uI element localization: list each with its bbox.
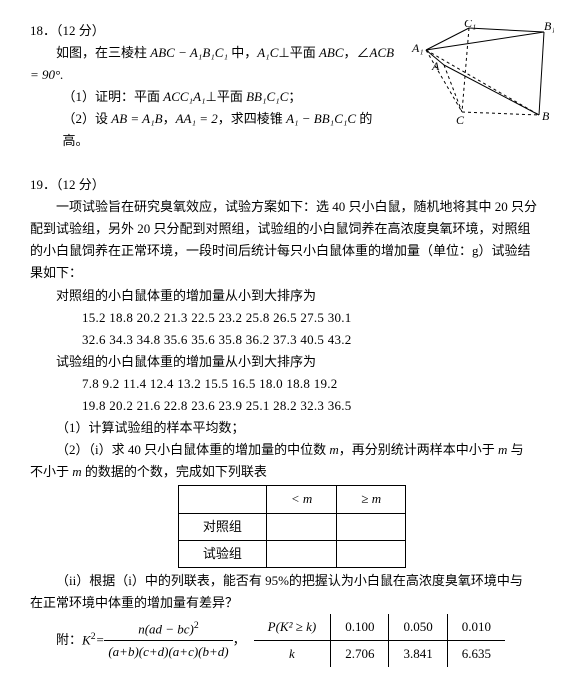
t: （2）（i）求 40 只小白鼠体重的增加量的中位数 bbox=[56, 442, 329, 457]
t: K bbox=[82, 633, 91, 648]
t: 如图，在三棱柱 bbox=[56, 45, 150, 60]
p19-q2ii-b: 在正常环境中体重的增加量有差异？ bbox=[30, 592, 554, 614]
problem-19: 19．（12 分） 一项试验旨在研究臭氧效应，试验方案如下：选 40 只小白鼠，… bbox=[30, 174, 554, 667]
exp-r1: 7.8 9.2 11.4 12.4 13.2 15.5 16.5 18.0 18… bbox=[30, 373, 554, 395]
p19-q2i-b: 不小于 m 的数据的个数，完成如下列联表 bbox=[30, 461, 554, 483]
problem-18: C₁ B₁ A₁ A C B 18．（12 分） 如图，在三棱柱 ABC − A… bbox=[30, 20, 554, 162]
kt-kl: k bbox=[254, 640, 331, 667]
label-a: A bbox=[431, 59, 440, 73]
ctrl-r1: 15.2 18.8 20.2 21.3 22.5 23.2 25.8 26.5 … bbox=[30, 307, 554, 329]
exp-r2: 19.8 20.2 21.6 22.8 23.6 23.9 25.1 28.2 … bbox=[30, 395, 554, 417]
t: ABC bbox=[319, 45, 344, 60]
ct-h2: ≥ m bbox=[337, 486, 406, 513]
t: ， bbox=[163, 111, 176, 126]
attach-row: 附： K2 = n(ad − bc)2 (a+b)(c+d)(a+c)(b+d)… bbox=[30, 614, 554, 667]
t: ，∠ bbox=[344, 45, 370, 60]
p19-number: 19．（12 分） bbox=[30, 174, 554, 196]
p19-q1: （1）计算试验组的样本平均数； bbox=[30, 417, 554, 439]
p19-q2i: （2）（i）求 40 只小白鼠体重的增加量的中位数 m，再分别统计两样本中小于 … bbox=[30, 439, 554, 461]
k2-fraction: n(ad − bc)2 (a+b)(c+d)(a+c)(b+d) bbox=[104, 618, 232, 664]
t: ， bbox=[233, 629, 246, 651]
t: ABC − A₁B₁C₁ bbox=[150, 45, 228, 60]
label-c1: C₁ bbox=[464, 20, 476, 30]
kt-p1: 0.050 bbox=[389, 614, 447, 641]
kt-h: P(K² ≥ k) bbox=[254, 614, 331, 641]
t: ，再分别统计两样本中小于 bbox=[339, 442, 498, 457]
kt-k1: 3.841 bbox=[389, 640, 447, 667]
t: m bbox=[72, 464, 81, 479]
ct-r1: 对照组 bbox=[178, 513, 266, 540]
p19-l3: 的小白鼠饲养在正常环境，一段时间后统计每只小白鼠体重的增加量（单位：g）试验结 bbox=[30, 240, 554, 262]
k-table: P(K² ≥ k) 0.100 0.050 0.010 k 2.706 3.84… bbox=[254, 614, 505, 667]
t: A₁ − BB₁C₁C bbox=[286, 111, 356, 126]
t: 与 bbox=[507, 442, 523, 457]
t: ACB bbox=[370, 45, 395, 60]
t: （1）证明：平面 bbox=[63, 89, 164, 104]
attach: 附： bbox=[30, 629, 82, 651]
p19-q2ii-a: （ii）根据（i）中的列联表，能否有 95%的把握认为小白鼠在高浓度臭氧环境中与 bbox=[30, 570, 554, 592]
t: A₁C bbox=[257, 45, 278, 60]
t: AA₁ = 2 bbox=[176, 111, 218, 126]
kt-p2: 0.010 bbox=[447, 614, 505, 641]
ctrl-r2: 32.6 34.3 34.8 35.6 35.6 35.8 36.2 37.3 … bbox=[30, 329, 554, 351]
K2: K2 bbox=[82, 629, 96, 651]
t: m bbox=[498, 442, 507, 457]
t: (a+b)(c+d)(a+c)(b+d) bbox=[104, 641, 232, 663]
p19-l1: 一项试验旨在研究臭氧效应，试验方案如下：选 40 只小白鼠，随机地将其中 20 … bbox=[30, 196, 554, 218]
contingency-table: < m≥ m 对照组 试验组 bbox=[178, 485, 406, 567]
t: m bbox=[329, 442, 338, 457]
t: BB₁C₁C bbox=[246, 89, 288, 104]
t: 不小于 bbox=[30, 464, 72, 479]
label-b1: B₁ bbox=[544, 20, 554, 33]
t: 的数据的个数，完成如下列联表 bbox=[82, 464, 267, 479]
kt-p0: 0.100 bbox=[331, 614, 389, 641]
p19-l4: 果如下： bbox=[30, 262, 554, 284]
t: ACC₁A₁ bbox=[163, 89, 205, 104]
p19-l2: 配到试验组，另外 20 只分配到对照组，试验组的小白鼠饲养在高浓度臭氧环境，对照… bbox=[30, 218, 554, 240]
t: ⊥平面 bbox=[278, 45, 319, 60]
t: AB = A₁B bbox=[111, 111, 162, 126]
kt-k2: 6.635 bbox=[447, 640, 505, 667]
t: 中， bbox=[228, 45, 257, 60]
label-b: B bbox=[542, 109, 550, 123]
t: （2）设 bbox=[63, 111, 112, 126]
ct-r2: 试验组 bbox=[178, 540, 266, 567]
t: ⊥平面 bbox=[206, 89, 247, 104]
t: ，求四棱锥 bbox=[218, 111, 286, 126]
t: n(ad − bc) bbox=[138, 621, 194, 636]
t: ； bbox=[288, 89, 301, 104]
ctrl-label: 对照组的小白鼠体重的增加量从小到大排序为 bbox=[30, 285, 554, 307]
exp-label: 试验组的小白鼠体重的增加量从小到大排序为 bbox=[30, 351, 554, 373]
label-a1: A₁ bbox=[411, 41, 424, 55]
ct-h1: < m bbox=[266, 486, 336, 513]
label-c: C bbox=[456, 113, 465, 127]
eq: = bbox=[96, 629, 105, 651]
kt-k0: 2.706 bbox=[331, 640, 389, 667]
prism-diagram: C₁ B₁ A₁ A C B bbox=[404, 20, 554, 162]
